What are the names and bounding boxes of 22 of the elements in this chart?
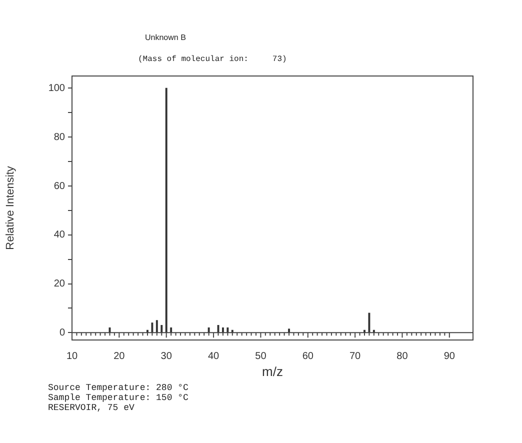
text: Sample Temperature: 150 °C — [48, 393, 190, 403]
y-tick-label: 60 — [54, 180, 66, 192]
chart-title: Unknown B — [145, 33, 186, 42]
x-tick-label: 80 — [396, 350, 408, 362]
x-axis-title: m/z — [262, 364, 283, 379]
x-tick-label: 50 — [255, 350, 267, 362]
y-axis-title: Relative Intensity — [4, 166, 17, 250]
y-tick-label: 0 — [59, 327, 66, 338]
y-tick-label: 20 — [54, 278, 66, 290]
source-note: Source Temperature: 280 °C — [48, 383, 190, 393]
x-tick-label: 60 — [302, 350, 314, 362]
x-tick-label: 70 — [349, 350, 362, 362]
x-tick-label: 10 — [66, 350, 78, 362]
text: RESERVOIR, 75 eV — [48, 403, 136, 413]
x-tick-label: 30 — [160, 350, 172, 362]
x-tick-label: 90 — [444, 350, 456, 362]
chart-subtitle: (Mass of molecular ion: 73) — [138, 55, 287, 64]
x-tick-label: 40 — [208, 350, 220, 362]
y-tick-label: 100 — [48, 82, 66, 94]
y-tick-label: 40 — [54, 230, 66, 241]
y-tick-label: 80 — [54, 132, 66, 143]
x-tick-label: 20 — [114, 350, 126, 362]
